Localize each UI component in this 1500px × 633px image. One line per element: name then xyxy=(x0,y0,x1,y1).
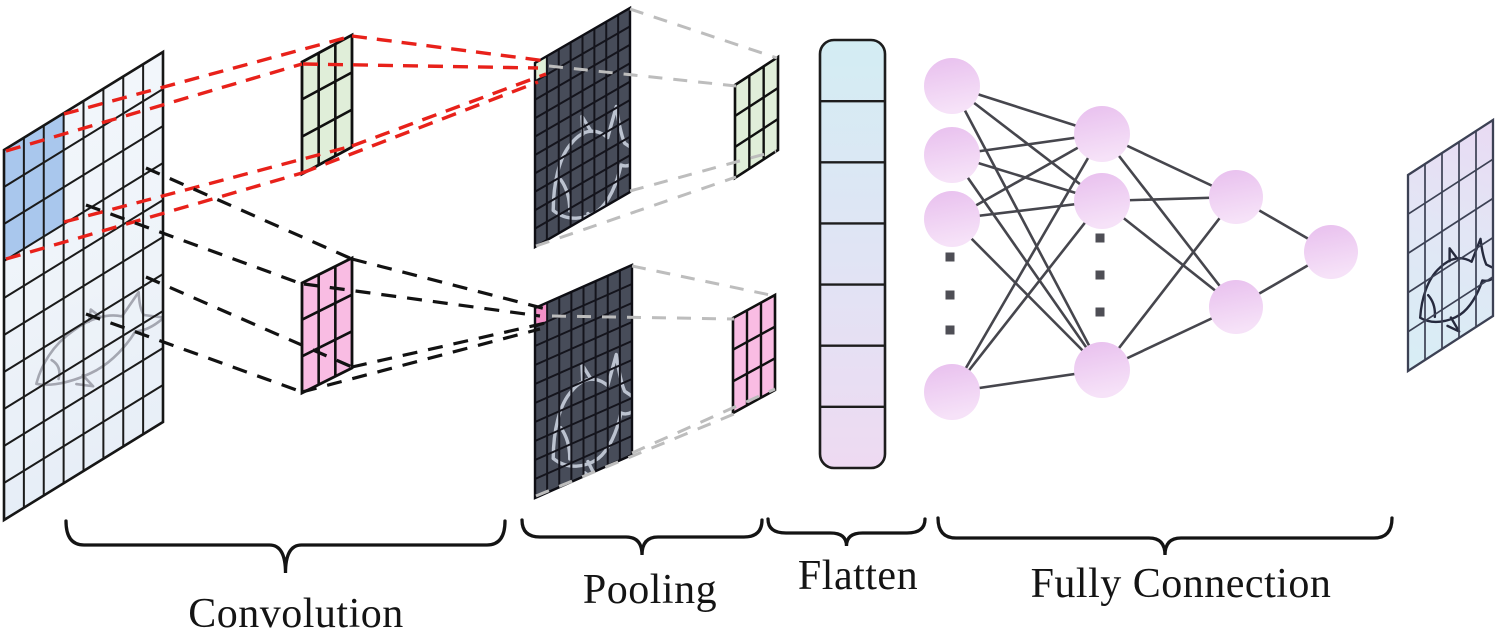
convolution-lines-black xyxy=(85,166,551,394)
ellipsis-dot xyxy=(945,252,955,262)
pooled-grid-green xyxy=(733,54,780,181)
ellipsis-dot xyxy=(945,290,955,300)
conv-kernel-pink xyxy=(300,255,354,396)
pooled-grid-pink xyxy=(731,292,777,416)
brace xyxy=(766,517,927,547)
dashed-connector xyxy=(85,203,303,286)
flatten-vector xyxy=(818,38,887,470)
grid-border xyxy=(533,5,632,250)
stage-label-fully-connection: Fully Connection xyxy=(1030,561,1332,607)
dashed-connector xyxy=(629,149,777,193)
flatten-outline xyxy=(818,38,887,470)
grid-border xyxy=(300,255,354,396)
dashed-connector xyxy=(5,171,303,261)
convolution-lines-red xyxy=(5,34,547,261)
dashed-connector xyxy=(145,275,353,369)
network-node-layer2 xyxy=(1074,173,1130,229)
dashed-connector xyxy=(351,72,547,148)
input-image-grid xyxy=(2,49,165,523)
grid-border xyxy=(2,49,165,523)
dashed-connector xyxy=(351,320,551,369)
network-edge xyxy=(1100,196,1238,371)
dashed-connector xyxy=(5,62,303,153)
network-node-layer1 xyxy=(924,191,980,247)
stage-braces xyxy=(64,516,1394,574)
grid-face xyxy=(302,35,352,174)
brace xyxy=(936,516,1394,556)
network-node-layer1 xyxy=(924,364,980,420)
highlight-cell xyxy=(4,113,64,261)
dashed-connector xyxy=(351,34,547,63)
dashed-connector xyxy=(85,312,303,394)
highlight-cell xyxy=(535,302,548,327)
dashed-connector xyxy=(303,282,541,318)
dashed-connector xyxy=(145,166,353,261)
network-node-layer4 xyxy=(1304,225,1358,279)
grid-face xyxy=(302,258,352,393)
brace xyxy=(64,519,507,574)
network-node-layer2 xyxy=(1074,342,1130,398)
brace xyxy=(520,518,764,556)
network-edge xyxy=(950,85,1104,371)
network-node-layer1 xyxy=(924,58,980,114)
network-node-layer3 xyxy=(1209,280,1263,334)
dashed-connector xyxy=(548,64,737,88)
dashed-connector xyxy=(631,264,776,298)
ellipsis-dot xyxy=(1095,307,1105,317)
grid-border xyxy=(1406,117,1495,374)
dashed-connector xyxy=(551,314,735,321)
pooling-projection-lines xyxy=(535,7,778,498)
dashed-connector xyxy=(301,80,539,175)
fully-connected-network xyxy=(924,58,1358,420)
stage-label-convolution: Convolution xyxy=(188,591,404,633)
ellipsis-dot xyxy=(945,325,955,335)
dashed-connector xyxy=(535,412,735,498)
output-image-grid xyxy=(1406,117,1495,374)
network-node-layer1 xyxy=(924,127,980,183)
stage-label-pooling: Pooling xyxy=(582,567,718,613)
dashed-connector xyxy=(302,62,539,70)
grid-border xyxy=(300,32,354,177)
ellipsis-dot xyxy=(1095,270,1105,280)
grid-border xyxy=(733,54,780,181)
dashed-connector xyxy=(629,7,778,60)
network-edge xyxy=(950,200,1104,393)
grid-face xyxy=(1408,120,1493,371)
network-node-layer2 xyxy=(1074,106,1130,162)
ellipsis-dot xyxy=(1095,233,1105,243)
grid-face xyxy=(733,295,775,413)
dashed-connector xyxy=(351,257,551,312)
dashed-connector xyxy=(631,387,776,455)
network-node-layer3 xyxy=(1209,170,1263,224)
network-edge xyxy=(951,132,1103,221)
dashed-connector xyxy=(535,175,737,248)
conv-kernel-green xyxy=(300,32,354,177)
network-edge xyxy=(1100,133,1238,308)
network-edge xyxy=(950,133,1104,393)
feature-map-bottom xyxy=(533,263,634,500)
stage-label-flatten: Flatten xyxy=(797,553,919,599)
network-edge xyxy=(1101,199,1237,309)
grid-face xyxy=(735,57,778,178)
